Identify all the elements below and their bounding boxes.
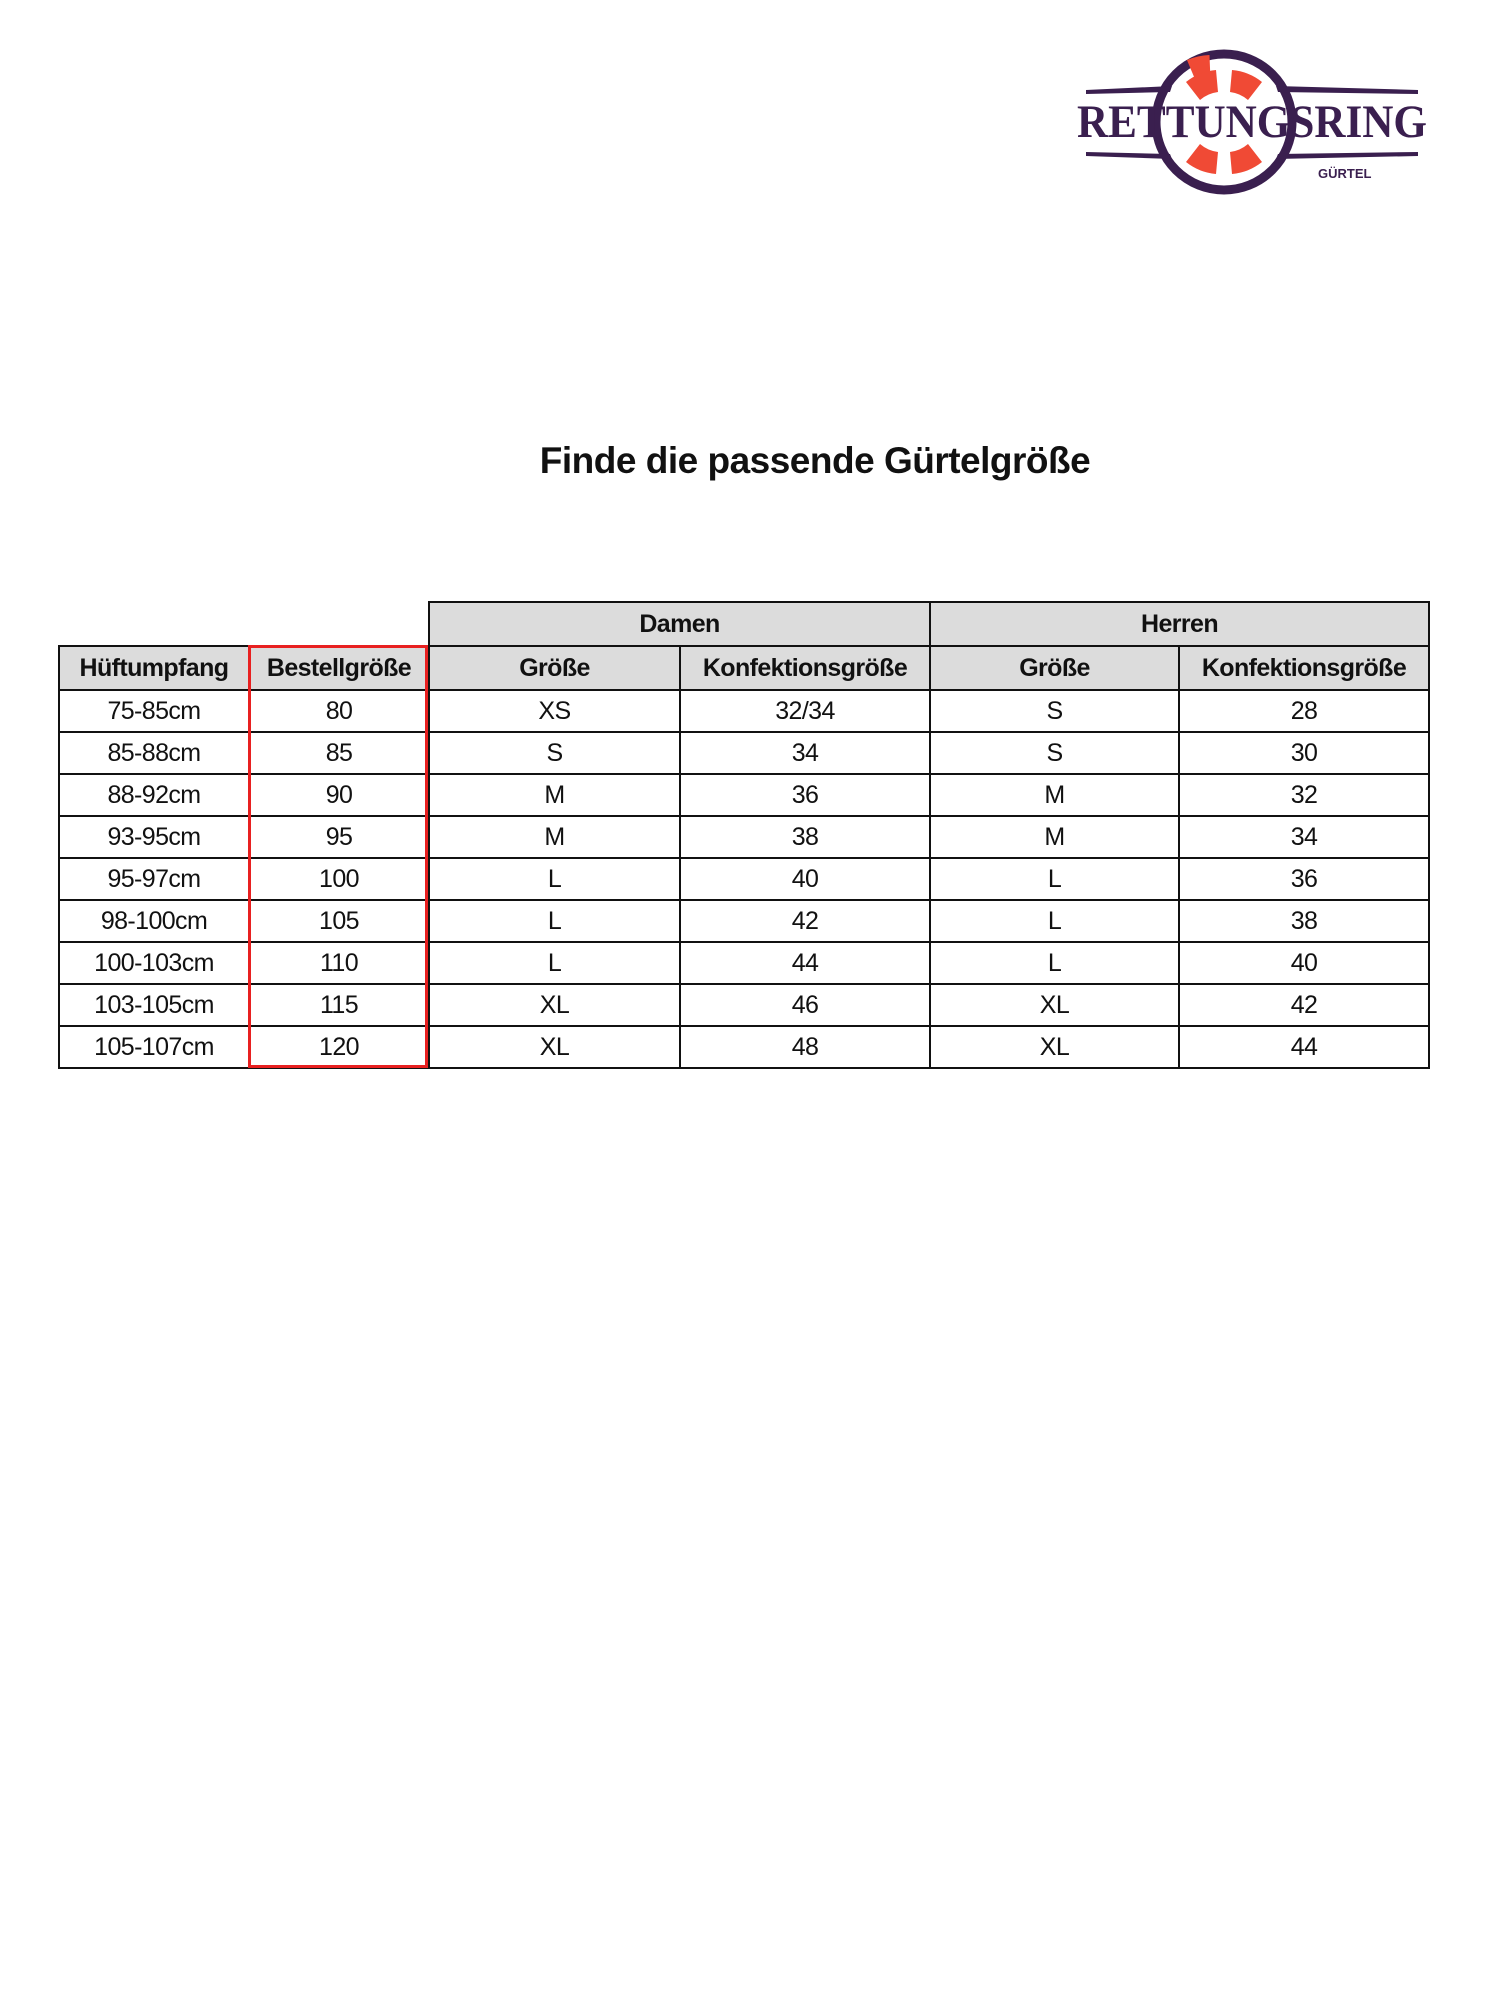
table-cell: 28 <box>1178 689 1430 733</box>
table-cell: 44 <box>679 941 931 985</box>
table-cell: L <box>929 857 1180 901</box>
table-cell: XL <box>428 983 681 1027</box>
table-cell: 48 <box>679 1025 931 1069</box>
table-cell: 115 <box>248 983 430 1027</box>
header-bestellgroesse: Bestellgröße <box>248 645 430 691</box>
table-cell: 46 <box>679 983 931 1027</box>
table-cell: 85 <box>248 731 430 775</box>
table-cell: 42 <box>1178 983 1430 1027</box>
table-row: 75-85cm 80 XS 32/34 S 28 <box>58 689 1430 733</box>
table-cell: 85-88cm <box>58 731 250 775</box>
table-cell: L <box>428 941 681 985</box>
table-cell: 103-105cm <box>58 983 250 1027</box>
logo-subtext: GÜRTEL <box>1318 166 1372 181</box>
header-row: Hüftumpfang Bestellgröße Größe Konfektio… <box>58 645 1430 691</box>
table-row: 100-103cm 110 L 44 L 40 <box>58 941 1430 985</box>
table-cell: 42 <box>679 899 931 943</box>
table-cell: 36 <box>1178 857 1430 901</box>
table-cell: L <box>428 899 681 943</box>
table-cell: L <box>929 941 1180 985</box>
table-cell: 88-92cm <box>58 773 250 817</box>
table-row: 103-105cm 115 XL 46 XL 42 <box>58 983 1430 1027</box>
table-cell: S <box>428 731 681 775</box>
table-row: 105-107cm 120 XL 48 XL 44 <box>58 1025 1430 1069</box>
table-cell: 90 <box>248 773 430 817</box>
table-cell: 110 <box>248 941 430 985</box>
table-cell: 30 <box>1178 731 1430 775</box>
table-cell: 105-107cm <box>58 1025 250 1069</box>
table-cell: 44 <box>1178 1025 1430 1069</box>
table-cell: L <box>929 899 1180 943</box>
table-cell: XL <box>929 1025 1180 1069</box>
table-cell: 34 <box>679 731 931 775</box>
table-cell: 38 <box>1178 899 1430 943</box>
header-damen-konfektionsgroesse: Konfektionsgröße <box>679 645 931 691</box>
header-hueftumpfang: Hüftumpfang <box>58 645 250 691</box>
table-cell: 32/34 <box>679 689 931 733</box>
table-cell: S <box>929 731 1180 775</box>
table-cell: 80 <box>248 689 430 733</box>
table-cell: 32 <box>1178 773 1430 817</box>
group-header-row: Damen Herren <box>59 601 1430 647</box>
table-cell: M <box>428 773 681 817</box>
table-row: 93-95cm 95 M 38 M 34 <box>58 815 1430 859</box>
table-cell: M <box>428 815 681 859</box>
group-header-damen: Damen <box>428 601 931 647</box>
group-header-herren: Herren <box>929 601 1430 647</box>
table-cell: M <box>929 773 1180 817</box>
table-cell: 95 <box>248 815 430 859</box>
table-row: 98-100cm 105 L 42 L 38 <box>58 899 1430 943</box>
table-cell: XS <box>428 689 681 733</box>
table-cell: 38 <box>679 815 931 859</box>
table-row: 88-92cm 90 M 36 M 32 <box>58 773 1430 817</box>
table-cell: 34 <box>1178 815 1430 859</box>
header-herren-groesse: Größe <box>929 645 1180 691</box>
header-damen-groesse: Größe <box>428 645 681 691</box>
table-cell: L <box>428 857 681 901</box>
table-cell: 95-97cm <box>58 857 250 901</box>
table-cell: XL <box>929 983 1180 1027</box>
table-row: 95-97cm 100 L 40 L 36 <box>58 857 1430 901</box>
table-cell: 120 <box>248 1025 430 1069</box>
table-cell: 100-103cm <box>58 941 250 985</box>
table-cell: 98-100cm <box>58 899 250 943</box>
size-table: Damen Herren Hüftumpfang Bestellgröße Gr… <box>58 601 1430 1069</box>
page-title: Finde die passende Gürtelgröße <box>539 440 1091 481</box>
logo-text: RETTUNGSRING <box>1077 96 1427 148</box>
table-cell: M <box>929 815 1180 859</box>
table-cell: S <box>929 689 1180 733</box>
table-cell: 75-85cm <box>58 689 250 733</box>
table-cell: 105 <box>248 899 430 943</box>
table-cell: 36 <box>679 773 931 817</box>
rettungsring-logo: RETTUNGSRING GÜRTEL <box>1077 49 1427 195</box>
table-cell: 40 <box>679 857 931 901</box>
table-row: 85-88cm 85 S 34 S 30 <box>58 731 1430 775</box>
table-cell: 93-95cm <box>58 815 250 859</box>
table-cell: 100 <box>248 857 430 901</box>
table-cell: XL <box>428 1025 681 1069</box>
header-herren-konfektionsgroesse: Konfektionsgröße <box>1178 645 1430 691</box>
table-cell: 40 <box>1178 941 1430 985</box>
